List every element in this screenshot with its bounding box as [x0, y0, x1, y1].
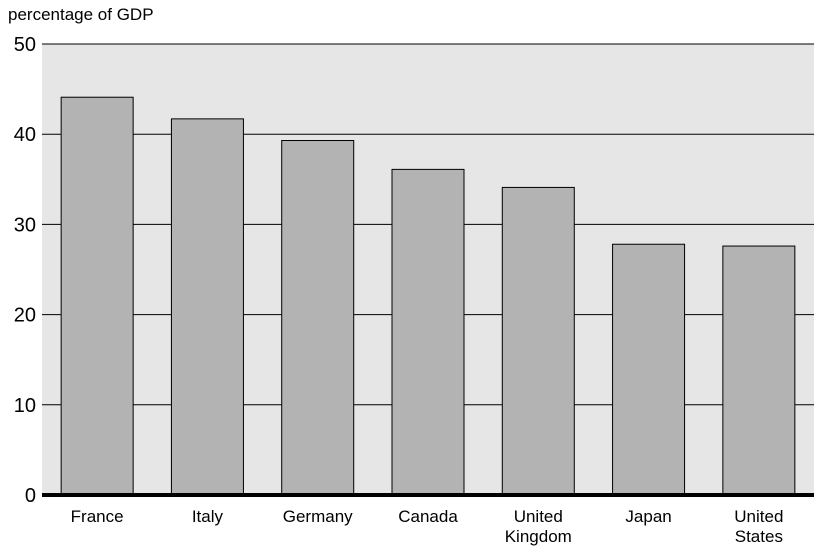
bar — [501, 186, 575, 496]
bar — [60, 96, 134, 496]
x-tick-label: France — [71, 507, 124, 526]
bars — [60, 96, 796, 496]
y-tick-label: 20 — [14, 305, 36, 327]
bar — [391, 168, 465, 496]
x-tick-label: Germany — [283, 507, 353, 526]
y-axis-ticks: 0 10 20 30 40 50 — [14, 34, 36, 507]
x-tick-label: Japan — [625, 507, 671, 526]
x-tick-label: United Kingdom — [505, 507, 572, 546]
x-tick-label: United States — [734, 507, 783, 546]
y-tick-label: 0 — [25, 485, 36, 507]
bar — [281, 140, 355, 496]
x-axis-labels: France Italy Germany Canada United Kingdom Jap… — [71, 507, 784, 546]
x-tick-label: Italy — [192, 507, 224, 526]
y-axis-unit-label: percentage of GDP — [8, 5, 154, 24]
y-tick-label: 50 — [14, 34, 36, 56]
y-tick-label: 10 — [14, 395, 36, 417]
y-tick-label: 40 — [14, 124, 36, 146]
x-tick-label: Canada — [398, 507, 458, 526]
bar — [612, 243, 686, 496]
bar — [170, 118, 244, 496]
y-tick-label: 30 — [14, 214, 36, 236]
bar — [722, 245, 796, 496]
